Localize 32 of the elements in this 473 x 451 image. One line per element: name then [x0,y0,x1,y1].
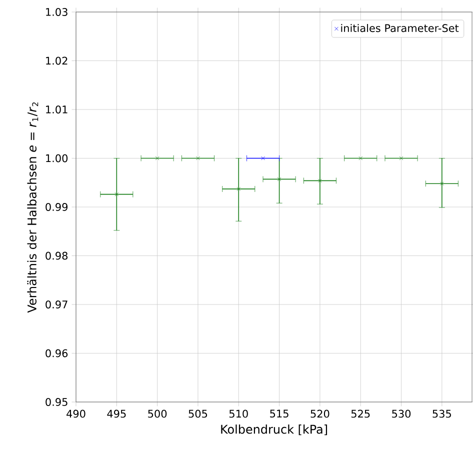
x-tick-label: 535 [432,410,451,418]
y-tick-label: 0.96 [46,349,68,358]
point [196,156,200,160]
y-tick-label: 0.99 [46,203,68,211]
y-tick-label: 0.95 [46,398,68,406]
point [277,177,282,182]
x-tick-label: 525 [351,410,370,418]
x-tick-label: 505 [188,410,208,418]
x-tick-label: 495 [107,410,126,418]
point [236,187,241,191]
point [440,182,444,186]
x-axis-title: Kolbendruck [kPa] [221,424,328,436]
y-axis-title: Verhältnis der Halbachsen e = r$_{1}$/r$_{2}$ [27,102,38,313]
y-tick-label: 1.00 [46,154,68,162]
y-tick-label: 1.03 [46,8,68,16]
x-tick-label: 510 [229,410,248,418]
point [155,156,160,160]
point [399,156,404,160]
legend-label: initiales Parameter-Set [341,24,459,32]
x-tick-label: 520 [310,410,330,418]
x-tick-label: 500 [148,410,167,418]
y-tick-label: 0.98 [46,252,68,260]
point [318,178,322,183]
y-tick-label: 1.02 [46,56,68,65]
y-tick-label: 1.01 [46,106,68,114]
point [261,156,265,160]
x-tick-label: 530 [392,410,411,418]
x-tick-label: 490 [66,410,86,418]
point [358,156,363,160]
y-tick-label: 0.97 [46,300,68,308]
x-tick-label: 515 [270,410,288,418]
point [114,192,119,196]
